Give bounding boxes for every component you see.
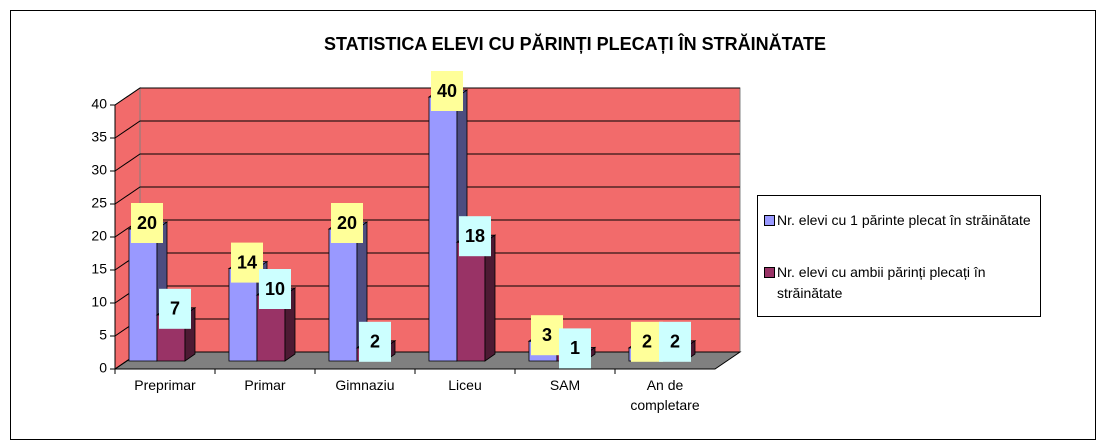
data-label: 2 [642,332,652,352]
y-tick-label: 35 [91,129,107,145]
data-label: 20 [337,213,357,233]
y-tick-label: 5 [99,327,107,343]
grid-line [114,87,740,106]
data-label: 40 [437,81,457,101]
y-tick-label: 10 [91,294,107,310]
bar-front [328,228,358,362]
legend-swatch [764,215,775,226]
grid-line [114,186,740,205]
data-label-box [231,242,263,283]
bar-front [428,96,458,362]
y-tick-label: 30 [91,162,107,178]
data-label-box [331,203,363,243]
legend-label: Nr. elevi cu ambii părinți plecați în st… [777,264,986,301]
grid-line [114,153,740,172]
data-label: 2 [370,332,380,352]
legend-label: Nr. elevi cu 1 părinte plecat în străină… [777,212,1031,228]
data-label: 3 [542,325,552,345]
x-tick-label: Primar [244,377,286,393]
data-label: 14 [237,252,257,272]
data-label-box [131,203,163,243]
y-tick-label: 15 [91,261,107,277]
data-label: 1 [570,338,580,358]
data-label-box [459,216,491,257]
y-tick-label: 40 [91,96,107,112]
x-tick-label: Liceu [448,377,482,393]
data-label-box [559,328,591,369]
x-tick-label: An de completare [630,377,700,413]
data-label-box [359,321,391,362]
y-tick-label: 20 [91,228,107,244]
bar-side [484,234,496,362]
legend-box [757,195,1041,317]
data-label: 18 [465,226,485,246]
x-tick-label: SAM [549,377,581,393]
y-tick-label: 0 [99,360,107,376]
x-tick-label: Preprimar [134,377,196,393]
data-label: 2 [670,332,680,352]
bar [255,287,297,362]
data-label: 20 [137,213,157,233]
legend-swatch [764,267,775,278]
data-label-box [431,71,463,111]
data-label-box [631,321,663,362]
data-label: 10 [265,279,285,299]
grid-line [114,120,740,139]
data-label-box [159,288,191,329]
bar-front [456,241,486,362]
data-label: 7 [170,299,180,319]
y-tick-label: 25 [91,195,107,211]
bar-front [128,228,158,362]
data-label-box [659,321,691,362]
data-label-box [259,269,291,309]
chart-title: STATISTICA ELEVI CU PĂRINȚI PLECAȚI ÎN S… [324,33,826,54]
data-label-box [531,315,563,356]
x-tick-label: Gimnaziu [335,377,395,393]
